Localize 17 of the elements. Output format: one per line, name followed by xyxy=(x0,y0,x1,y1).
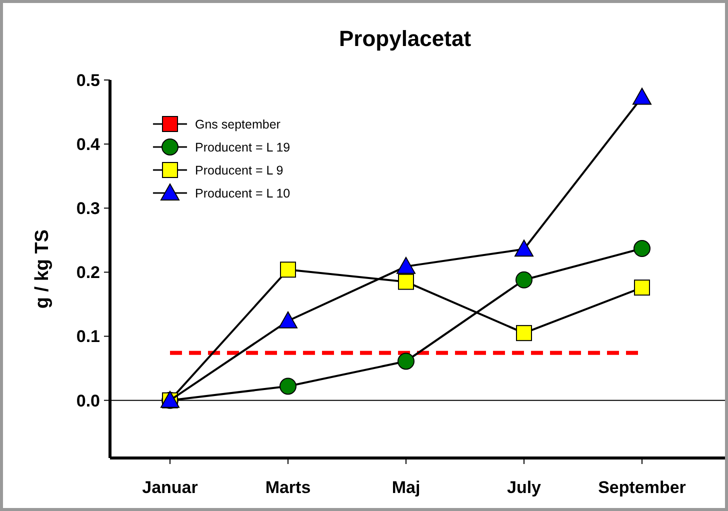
legend-label: Producent = L 10 xyxy=(195,186,290,200)
y-tick-label: 0.0 xyxy=(76,391,100,410)
y-tick-label: 0.1 xyxy=(76,327,100,346)
x-tick-label: Januar xyxy=(142,478,198,497)
x-tick-label: Maj xyxy=(392,478,420,497)
chart-title: Propylacetat xyxy=(338,26,472,51)
y-tick-label: 0.4 xyxy=(76,135,101,154)
legend-label: Producent = L 9 xyxy=(195,163,284,178)
x-tick-label: July xyxy=(506,478,542,497)
y-tick-label: 0.5 xyxy=(76,70,100,90)
legend-label: Gns september xyxy=(195,117,280,132)
x-tick-label: September xyxy=(598,478,686,497)
y-tick-label: 0.2 xyxy=(76,263,100,282)
y-tick-label: 0.3 xyxy=(76,199,100,218)
y-axis-title: g / kg TS xyxy=(32,229,53,309)
legend-label: Producent = L 19 xyxy=(195,140,290,154)
x-tick-label: Marts xyxy=(265,478,311,497)
